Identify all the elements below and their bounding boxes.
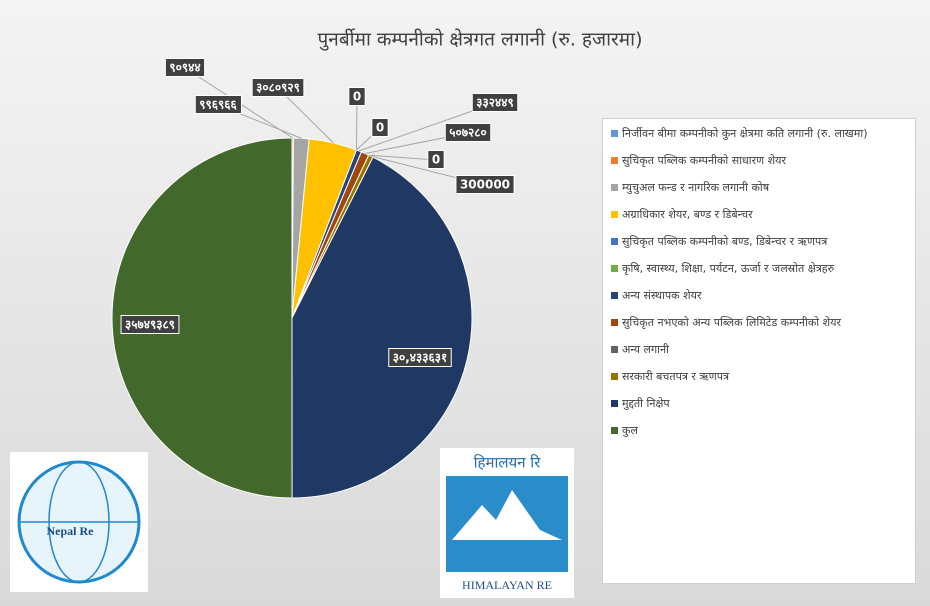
legend-item: अन्य लगानी [611, 341, 907, 358]
data-label: 0 [353, 90, 361, 104]
legend-label: सुचिकृत नभएको अन्य पब्लिक लिमिटेड कम्पनी… [622, 316, 842, 329]
mountain [452, 490, 562, 540]
legend-label: अग्राधिकार शेयर, बण्ड र डिबेन्चर [622, 208, 753, 221]
data-label-bg [120, 315, 180, 334]
legend-item: अन्य संस्थापक शेयर [611, 287, 907, 304]
data-label: ५०७२८० [449, 126, 486, 140]
data-label: 300000 [460, 178, 510, 192]
pie [111, 137, 473, 499]
legend-item: सुचिकृत नभएको अन्य पब्लिक लिमिटेड कम्पनी… [611, 314, 907, 331]
data-label-bg [194, 95, 242, 114]
legend-swatch [611, 373, 618, 380]
legend-item: अग्राधिकार शेयर, बण्ड र डिबेन्चर [611, 206, 907, 223]
legend-swatch [611, 157, 618, 164]
data-label-bg [444, 123, 492, 142]
data-label-bg [455, 175, 515, 194]
legend-label: म्युचुअल फन्ड र नागरिक लगानी कोष [622, 181, 770, 194]
data-label: ३५७४९३८९ [125, 318, 175, 332]
legend-swatch [611, 265, 618, 272]
legend-swatch [611, 427, 618, 434]
legend-label: अन्य संस्थापक शेयर [622, 289, 702, 302]
pie-slice [111, 137, 293, 499]
chart-title: पुनर्बीमा कम्पनीको क्षेत्रगत लगानी (रु. … [317, 28, 642, 52]
legend-label: सुचिकृत पब्लिक कम्पनीको साधारण शेयर [622, 154, 786, 167]
legend-swatch [611, 238, 618, 245]
legend-item: मुद्दती निक्षेप [611, 395, 907, 412]
legend-item: कृषि, स्वास्थ्य, शिक्षा, पर्यटन, ऊर्जा र… [611, 260, 907, 277]
data-label: ९०९४४ [169, 61, 200, 75]
data-label-bg [371, 118, 389, 137]
data-label-bg [471, 93, 519, 112]
data-label: 0 [376, 121, 384, 135]
data-label-bg [427, 150, 445, 169]
legend-label: मुद्दती निक्षेप [622, 397, 670, 410]
legend-label: कृषि, स्वास्थ्य, शिक्षा, पर्यटन, ऊर्जा र… [622, 262, 835, 275]
nepal-re-logo: Nepal Re [10, 452, 148, 592]
legend-item: कुल [611, 422, 907, 439]
logo-text: HIMALAYAN RE [462, 578, 552, 592]
legend-item: म्युचुअल फन्ड र नागरिक लगानी कोष [611, 179, 907, 196]
data-label: 0 [432, 153, 440, 167]
data-label-bg [251, 78, 305, 97]
data-labels: ९०९४४ ९९६९६६ ३०८०९२९ 0 0 ३३२४४९ ५०७२८० 0 300000 ३… [120, 58, 519, 367]
legend-swatch [611, 211, 618, 218]
legend-label: सुचिकृत पब्लिक कम्पनीको बण्ड, डिबेन्चर र… [622, 235, 828, 248]
legend-label: सरकारी बचतपत्र र ऋणपत्र [622, 370, 730, 383]
legend: निर्जीवन बीमा कम्पनीको कुन क्षेत्रमा कति… [602, 118, 916, 584]
legend-swatch [611, 346, 618, 353]
data-label-bg [164, 58, 206, 77]
legend-swatch [611, 184, 618, 191]
logo-text: Nepal Re [47, 524, 95, 538]
legend-swatch [611, 319, 618, 326]
pie-slice [291, 156, 473, 499]
data-label-bg [348, 87, 366, 106]
legend-swatch [611, 292, 618, 299]
legend-swatch [611, 130, 618, 137]
legend-label: निर्जीवन बीमा कम्पनीको कुन क्षेत्रमा कति… [622, 127, 868, 140]
data-label: ३०८०९२९ [256, 81, 300, 95]
leader-line [368, 154, 437, 161]
legend-item: सुचिकृत पब्लिक कम्पनीको बण्ड, डिबेन्चर र… [611, 233, 907, 250]
legend-label: कुल [622, 424, 638, 437]
leader-line [277, 87, 334, 144]
data-label-bg [388, 348, 452, 367]
legend-swatch [611, 400, 618, 407]
legend-item: सरकारी बचतपत्र र ऋणपत्र [611, 368, 907, 385]
legend-label: अन्य लगानी [622, 343, 669, 356]
data-label: ३३२४४९ [476, 96, 513, 110]
legend-item: निर्जीवन बीमा कम्पनीको कुन क्षेत्रमा कति… [611, 125, 907, 142]
logo-text: हिमालयन रि [474, 454, 542, 472]
legend-item: सुचिकृत पब्लिक कम्पनीको साधारण शेयर [611, 152, 907, 169]
himalayan-re-logo: हिमालयन रि HIMALAYAN RE [440, 448, 574, 598]
data-label: ९९६९६६ [199, 98, 237, 112]
data-label: ३०,४३३६३१ [393, 351, 447, 365]
